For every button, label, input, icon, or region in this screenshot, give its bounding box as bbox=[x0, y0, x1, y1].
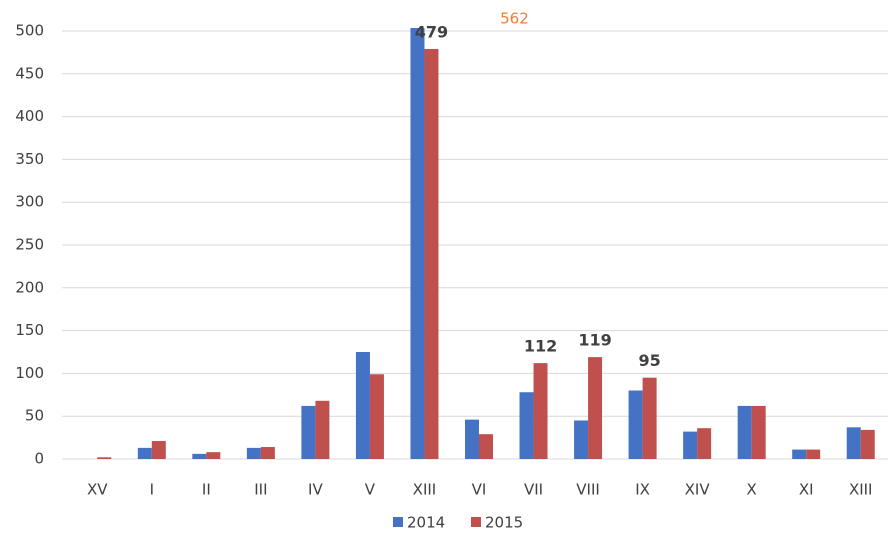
bar bbox=[192, 453, 207, 459]
x-tick-label: V bbox=[365, 481, 376, 499]
x-tick-label: X bbox=[747, 481, 757, 499]
x-tick-label: XI bbox=[799, 481, 814, 499]
y-tick-label: 150 bbox=[15, 321, 44, 339]
bars bbox=[97, 28, 875, 459]
bar bbox=[355, 352, 370, 459]
bar bbox=[206, 452, 221, 459]
y-tick-label: 500 bbox=[15, 22, 44, 40]
x-tick-label: IX bbox=[635, 481, 650, 499]
legend-swatch bbox=[393, 517, 403, 527]
bar bbox=[315, 400, 330, 459]
y-tick-label: 200 bbox=[15, 278, 44, 296]
x-tick-label: I bbox=[150, 481, 154, 499]
bar bbox=[151, 441, 166, 459]
bar bbox=[519, 392, 534, 459]
x-tick-label: XIII bbox=[413, 481, 437, 499]
y-tick-label: 400 bbox=[15, 107, 44, 125]
legend-label: 2015 bbox=[485, 514, 523, 532]
bar bbox=[260, 447, 275, 459]
x-tick-label: XIII bbox=[849, 481, 873, 499]
bar bbox=[424, 48, 439, 459]
bar bbox=[642, 377, 657, 459]
x-tick-label: VI bbox=[472, 481, 487, 499]
bar bbox=[410, 28, 425, 459]
x-tick-label: VIII bbox=[576, 481, 600, 499]
bar bbox=[860, 429, 875, 459]
x-tick-label: II bbox=[202, 481, 211, 499]
y-tick-label: 250 bbox=[15, 236, 44, 254]
bar bbox=[246, 447, 261, 459]
bar bbox=[137, 447, 152, 459]
legend-swatch bbox=[471, 517, 481, 527]
bar bbox=[588, 357, 603, 459]
data-label: 112 bbox=[524, 337, 557, 356]
bar bbox=[465, 419, 479, 459]
bar bbox=[628, 390, 643, 459]
bar bbox=[751, 405, 766, 459]
legend-label: 2014 bbox=[407, 514, 445, 532]
y-tick-label: 450 bbox=[15, 64, 44, 82]
bar bbox=[533, 363, 548, 459]
bar bbox=[574, 420, 589, 459]
x-tick-label: IV bbox=[308, 481, 323, 499]
bar bbox=[479, 434, 493, 459]
data-label: 119 bbox=[578, 331, 611, 350]
x-tick-label: III bbox=[254, 481, 267, 499]
x-tick-label: XIV bbox=[685, 481, 711, 499]
bar bbox=[697, 428, 712, 459]
y-tick-label: 350 bbox=[15, 150, 44, 168]
data-label: 479 bbox=[415, 22, 448, 41]
y-tick-label: 300 bbox=[15, 193, 44, 211]
bar bbox=[737, 405, 752, 459]
data-label: 562 bbox=[500, 10, 529, 28]
bar bbox=[369, 374, 384, 459]
bar bbox=[301, 405, 316, 459]
y-tick-label: 50 bbox=[25, 407, 44, 425]
bar bbox=[846, 427, 861, 459]
y-tick-label: 100 bbox=[15, 364, 44, 382]
bar bbox=[806, 449, 821, 459]
bar bbox=[97, 457, 112, 459]
bar bbox=[792, 449, 807, 459]
bar bbox=[683, 431, 698, 459]
x-tick-label: XV bbox=[87, 481, 108, 499]
y-tick-label: 0 bbox=[34, 450, 44, 468]
x-tick-label: VII bbox=[524, 481, 543, 499]
data-label: 95 bbox=[638, 351, 660, 370]
